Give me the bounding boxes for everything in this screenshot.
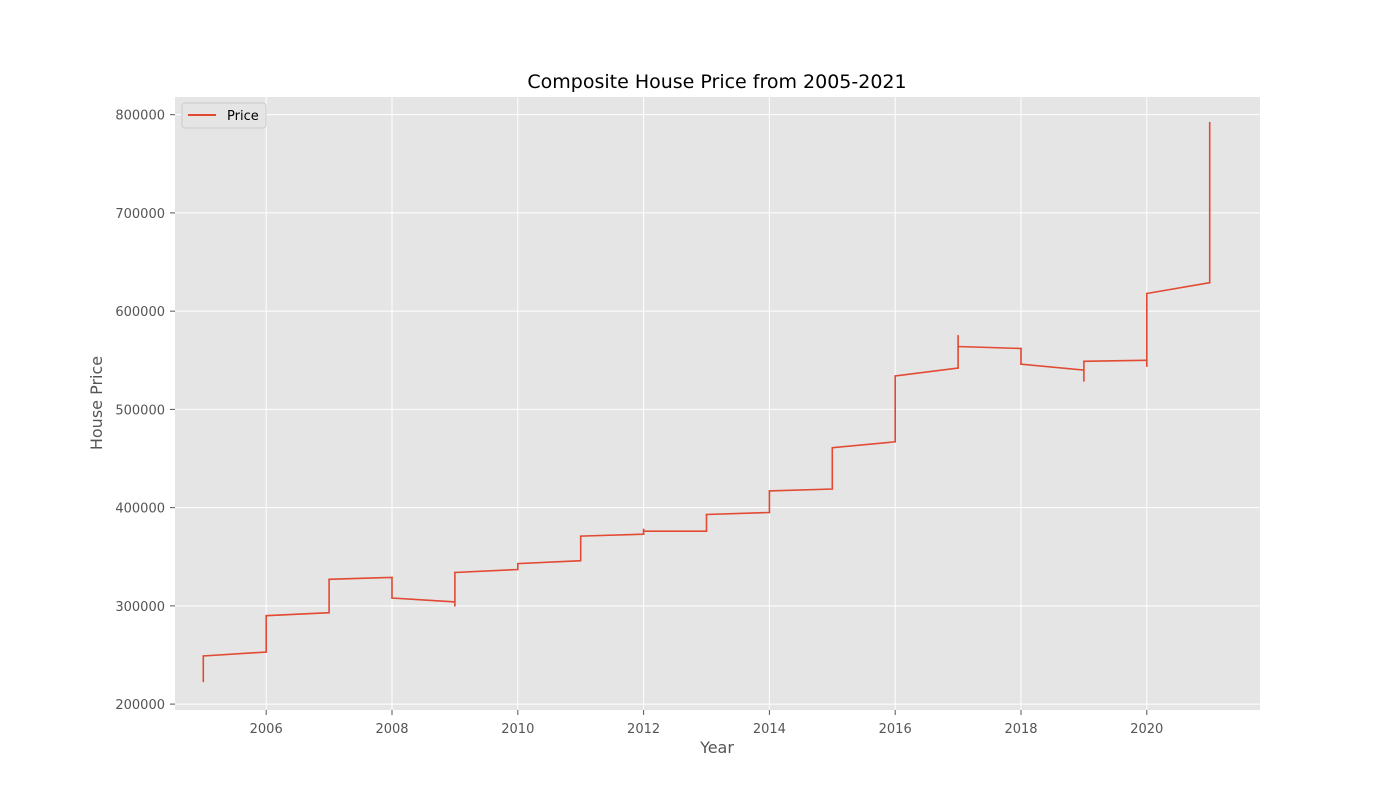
legend-label: Price <box>227 109 259 124</box>
data-point <box>1208 281 1211 284</box>
data-point <box>1145 292 1148 295</box>
data-point <box>705 513 708 516</box>
data-point <box>1145 365 1148 367</box>
data-point <box>1208 121 1211 124</box>
data-point <box>202 680 205 683</box>
y-tick-label: 800000 <box>115 109 165 124</box>
data-point <box>516 562 519 565</box>
chart-title: Composite House Price from 2005-2021 <box>527 71 906 93</box>
x-tick-label: 2020 <box>1130 722 1163 737</box>
data-point <box>391 597 393 599</box>
x-tick-label: 2016 <box>879 722 912 737</box>
data-point <box>454 571 456 574</box>
data-point <box>957 334 959 337</box>
data-point <box>1145 359 1148 362</box>
data-point <box>705 530 708 533</box>
data-point <box>894 375 896 377</box>
data-point <box>328 578 330 581</box>
x-tick-label: 2012 <box>627 722 660 737</box>
data-point <box>454 605 456 607</box>
y-tick-label: 500000 <box>115 403 165 418</box>
legend: Price <box>181 102 267 129</box>
data-point <box>516 568 519 571</box>
y-tick-label: 200000 <box>115 698 165 713</box>
legend-box <box>181 102 267 129</box>
y-tick-label: 400000 <box>115 502 165 517</box>
x-tick-label: 2018 <box>1004 722 1037 737</box>
x-tick-label: 2008 <box>375 722 408 737</box>
data-point <box>1083 380 1085 382</box>
data-point <box>894 441 896 443</box>
x-tick-label: 2010 <box>501 722 534 737</box>
data-point <box>957 367 959 369</box>
x-tick-label: 2006 <box>250 722 283 737</box>
x-tick-label: 2014 <box>753 722 786 737</box>
data-point <box>579 559 582 562</box>
series-layer <box>202 121 1211 683</box>
data-point <box>1020 347 1022 350</box>
data-point <box>265 614 268 617</box>
data-point <box>202 655 205 657</box>
y-tick-label: 300000 <box>115 600 165 615</box>
data-point <box>768 511 771 514</box>
data-point <box>642 528 645 531</box>
plot-background <box>175 97 1260 710</box>
data-point <box>1083 369 1085 371</box>
data-point <box>1083 360 1085 363</box>
data-point <box>579 535 582 537</box>
data-point <box>831 488 834 490</box>
y-tick-label: 700000 <box>115 207 165 222</box>
data-point <box>642 530 645 533</box>
data-point <box>328 611 330 614</box>
data-point <box>454 601 456 603</box>
axis-ticks: 2006 2008 2010 2012 2014 2016 2018 2020 200000 30… <box>115 109 1163 737</box>
data-point <box>957 345 959 348</box>
data-point <box>642 533 645 535</box>
data-point <box>831 446 834 449</box>
data-point <box>265 651 268 653</box>
data-point <box>391 576 393 579</box>
y-tick-label: 600000 <box>115 305 165 320</box>
data-point <box>1020 363 1022 366</box>
y-axis-label: House Price <box>87 356 106 450</box>
data-point <box>768 490 771 492</box>
x-axis-label: Year <box>699 738 734 757</box>
